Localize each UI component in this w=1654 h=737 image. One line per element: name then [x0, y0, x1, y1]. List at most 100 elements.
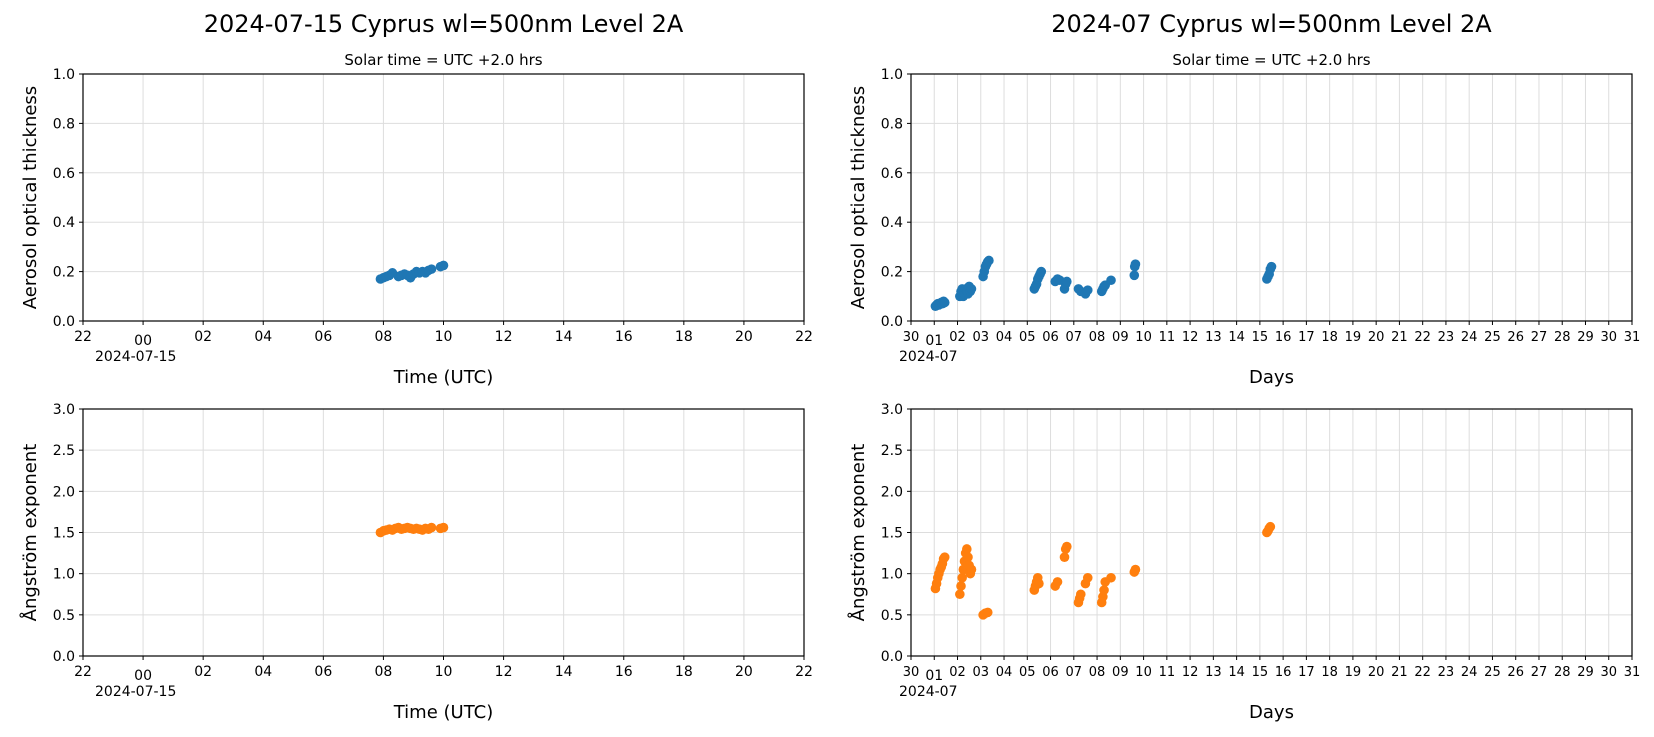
monthly-aot-xtick-label: 20 [1368, 330, 1385, 345]
monthly-angstrom-xtick-label: 19 [1345, 665, 1362, 680]
daily-angstrom-xtick-label: 18 [675, 664, 693, 680]
monthly-angstrom-xtick-label: 16 [1275, 665, 1292, 680]
monthly-angstrom-xtick-label: 14 [1228, 665, 1245, 680]
daily-angstrom-xtick-label: 20 [735, 664, 753, 680]
monthly-aot-ytick-label: 0.0 [881, 314, 903, 330]
daily-angstrom-xtick-label: 06 [314, 664, 332, 680]
monthly-aot-xtick-label: 12 [1182, 330, 1199, 345]
daily-aot-xtick-label: 20 [735, 329, 753, 345]
monthly-angstrom-data-point [939, 552, 950, 562]
monthly-aot-xtick-label: 01 [925, 333, 943, 349]
monthly-angstrom-xtick-label: 07 [1066, 665, 1083, 680]
daily-aot-xtick-label: 00 [134, 333, 152, 349]
monthly-angstrom-ytick-label: 1.0 [881, 567, 903, 583]
daily-angstrom-xtick-label: 02 [194, 664, 212, 680]
daily-aot-ytick-label: 0.2 [53, 265, 75, 281]
monthly-aot-data-point [1129, 270, 1140, 281]
monthly-aot-xtick-label: 17 [1298, 330, 1315, 345]
monthly-aot-xtick-label: 13 [1205, 330, 1222, 345]
monthly-angstrom-xtick-label: 22 [1414, 665, 1431, 680]
monthly-aot-data-point [939, 297, 950, 308]
monthly-angstrom-xtick-label: 11 [1159, 665, 1176, 680]
monthly-aot-xtick-label: 26 [1507, 330, 1524, 345]
monthly-aot-xtick-label: 29 [1577, 330, 1594, 345]
monthly-angstrom-data-point [966, 564, 977, 575]
monthly-angstrom-xtick-label: 25 [1484, 665, 1501, 680]
daily-aot-x-offset-label: 2024-07-15 [95, 349, 176, 365]
monthly-aot-xtick-label: 30 [903, 330, 920, 345]
monthly-angstrom-xtick-label: 13 [1205, 665, 1222, 680]
monthly-angstrom-xlabel: Days [1249, 702, 1294, 723]
monthly-aot-xtick-label: 19 [1345, 330, 1362, 345]
monthly-angstrom-data-point [1062, 541, 1072, 552]
monthly-angstrom-ytick-label: 2.5 [881, 443, 903, 459]
monthly-aot-xtick-label: 27 [1531, 330, 1548, 345]
monthly-angstrom-data-point [1059, 552, 1070, 562]
monthly-aot-xtick-label: 04 [996, 330, 1013, 345]
monthly-angstrom-data-point [1082, 572, 1093, 583]
daily-angstrom-xtick-label: 22 [74, 664, 92, 680]
monthly-angstrom-ytick-label: 2.0 [881, 484, 903, 500]
daily-angstrom-xtick-label: 10 [435, 664, 453, 680]
monthly-angstrom-data-point [955, 589, 965, 600]
monthly-aot-xtick-label: 06 [1042, 330, 1059, 345]
monthly-aot-xtick-label: 07 [1066, 330, 1083, 345]
monthly-angstrom-xtick-label: 04 [996, 665, 1013, 680]
monthly-angstrom-data-point [1099, 585, 1109, 595]
monthly-aot-title: 2024-07 Cyprus wl=500nm Level 2A [1051, 10, 1492, 38]
daily-angstrom-xtick-label: 14 [555, 664, 573, 680]
daily-aot-xtick-label: 22 [74, 329, 92, 345]
monthly-aot-subtitle: Solar time = UTC +2.0 hrs [1172, 51, 1370, 69]
monthly-aot-xtick-label: 23 [1438, 330, 1455, 345]
monthly-angstrom-ytick-label: 0.5 [881, 608, 903, 624]
monthly-angstrom-ylabel: Ångström exponent [847, 444, 869, 622]
monthly-aot-xtick-label: 11 [1159, 330, 1176, 345]
monthly-angstrom-data-point [1106, 572, 1116, 583]
monthly-aot-xtick-label: 09 [1112, 330, 1129, 345]
daily-angstrom-ylabel: Ångström exponent [19, 444, 41, 622]
daily-aot-ytick-label: 0.8 [53, 116, 75, 132]
monthly-angstrom-xtick-label: 17 [1298, 665, 1315, 680]
monthly-angstrom-data-point [956, 581, 966, 591]
daily-angstrom-data-point [426, 522, 437, 533]
monthly-aot-data-point [1036, 266, 1047, 277]
monthly-angstrom-xtick-label: 26 [1507, 665, 1524, 680]
monthly-aot-xtick-label: 21 [1391, 330, 1408, 345]
daily-aot-xtick-label: 02 [194, 329, 212, 345]
monthly-angstrom-xtick-label: 30 [903, 665, 920, 680]
monthly-aot-data-point [1082, 285, 1093, 295]
daily-aot-xtick-label: 08 [375, 329, 393, 345]
monthly-angstrom-xtick-label: 24 [1461, 665, 1478, 680]
daily-angstrom-ytick-label: 0.0 [53, 649, 75, 665]
daily-aot-xtick-label: 06 [314, 329, 332, 345]
monthly-aot-xtick-label: 31 [1624, 330, 1641, 345]
monthly-aot-ytick-label: 0.8 [881, 116, 903, 132]
monthly-aot-ytick-label: 0.6 [881, 166, 903, 182]
daily-angstrom-xtick-label: 16 [615, 664, 633, 680]
daily-aot-xtick-label: 22 [795, 329, 813, 345]
monthly-angstrom-data-point [963, 552, 973, 562]
monthly-aot-data-point [1062, 276, 1072, 287]
monthly-aot-x-offset-label: 2024-07 [899, 349, 958, 365]
monthly-aot-ytick-label: 1.0 [881, 67, 903, 83]
monthly-angstrom-data-point [1034, 578, 1044, 589]
daily-aot-subtitle: Solar time = UTC +2.0 hrs [344, 51, 542, 69]
daily-aot-xtick-label: 14 [555, 329, 573, 345]
daily-angstrom-ytick-label: 0.5 [53, 608, 75, 624]
daily-aot-xtick-label: 04 [254, 329, 272, 345]
daily-angstrom-xtick-label: 00 [134, 668, 152, 684]
daily-aot-xlabel: Time (UTC) [393, 367, 494, 388]
monthly-angstrom-data-point [1052, 577, 1063, 587]
daily-angstrom-xtick-label: 08 [375, 664, 393, 680]
monthly-angstrom-ytick-label: 3.0 [881, 402, 903, 418]
monthly-angstrom-xtick-label: 09 [1112, 665, 1129, 680]
daily-aot-ylabel: Aerosol optical thickness [20, 86, 41, 309]
monthly-angstrom-xtick-label: 03 [973, 665, 990, 680]
monthly-angstrom-data-point [1075, 589, 1086, 600]
daily-aot-data-point [426, 264, 437, 274]
monthly-aot-xtick-label: 08 [1089, 330, 1106, 345]
daily-aot-xtick-label: 18 [675, 329, 693, 345]
daily-aot-xtick-label: 10 [435, 329, 453, 345]
monthly-angstrom-ytick-label: 1.5 [881, 526, 903, 542]
daily-aot-xtick-label: 12 [495, 329, 513, 345]
